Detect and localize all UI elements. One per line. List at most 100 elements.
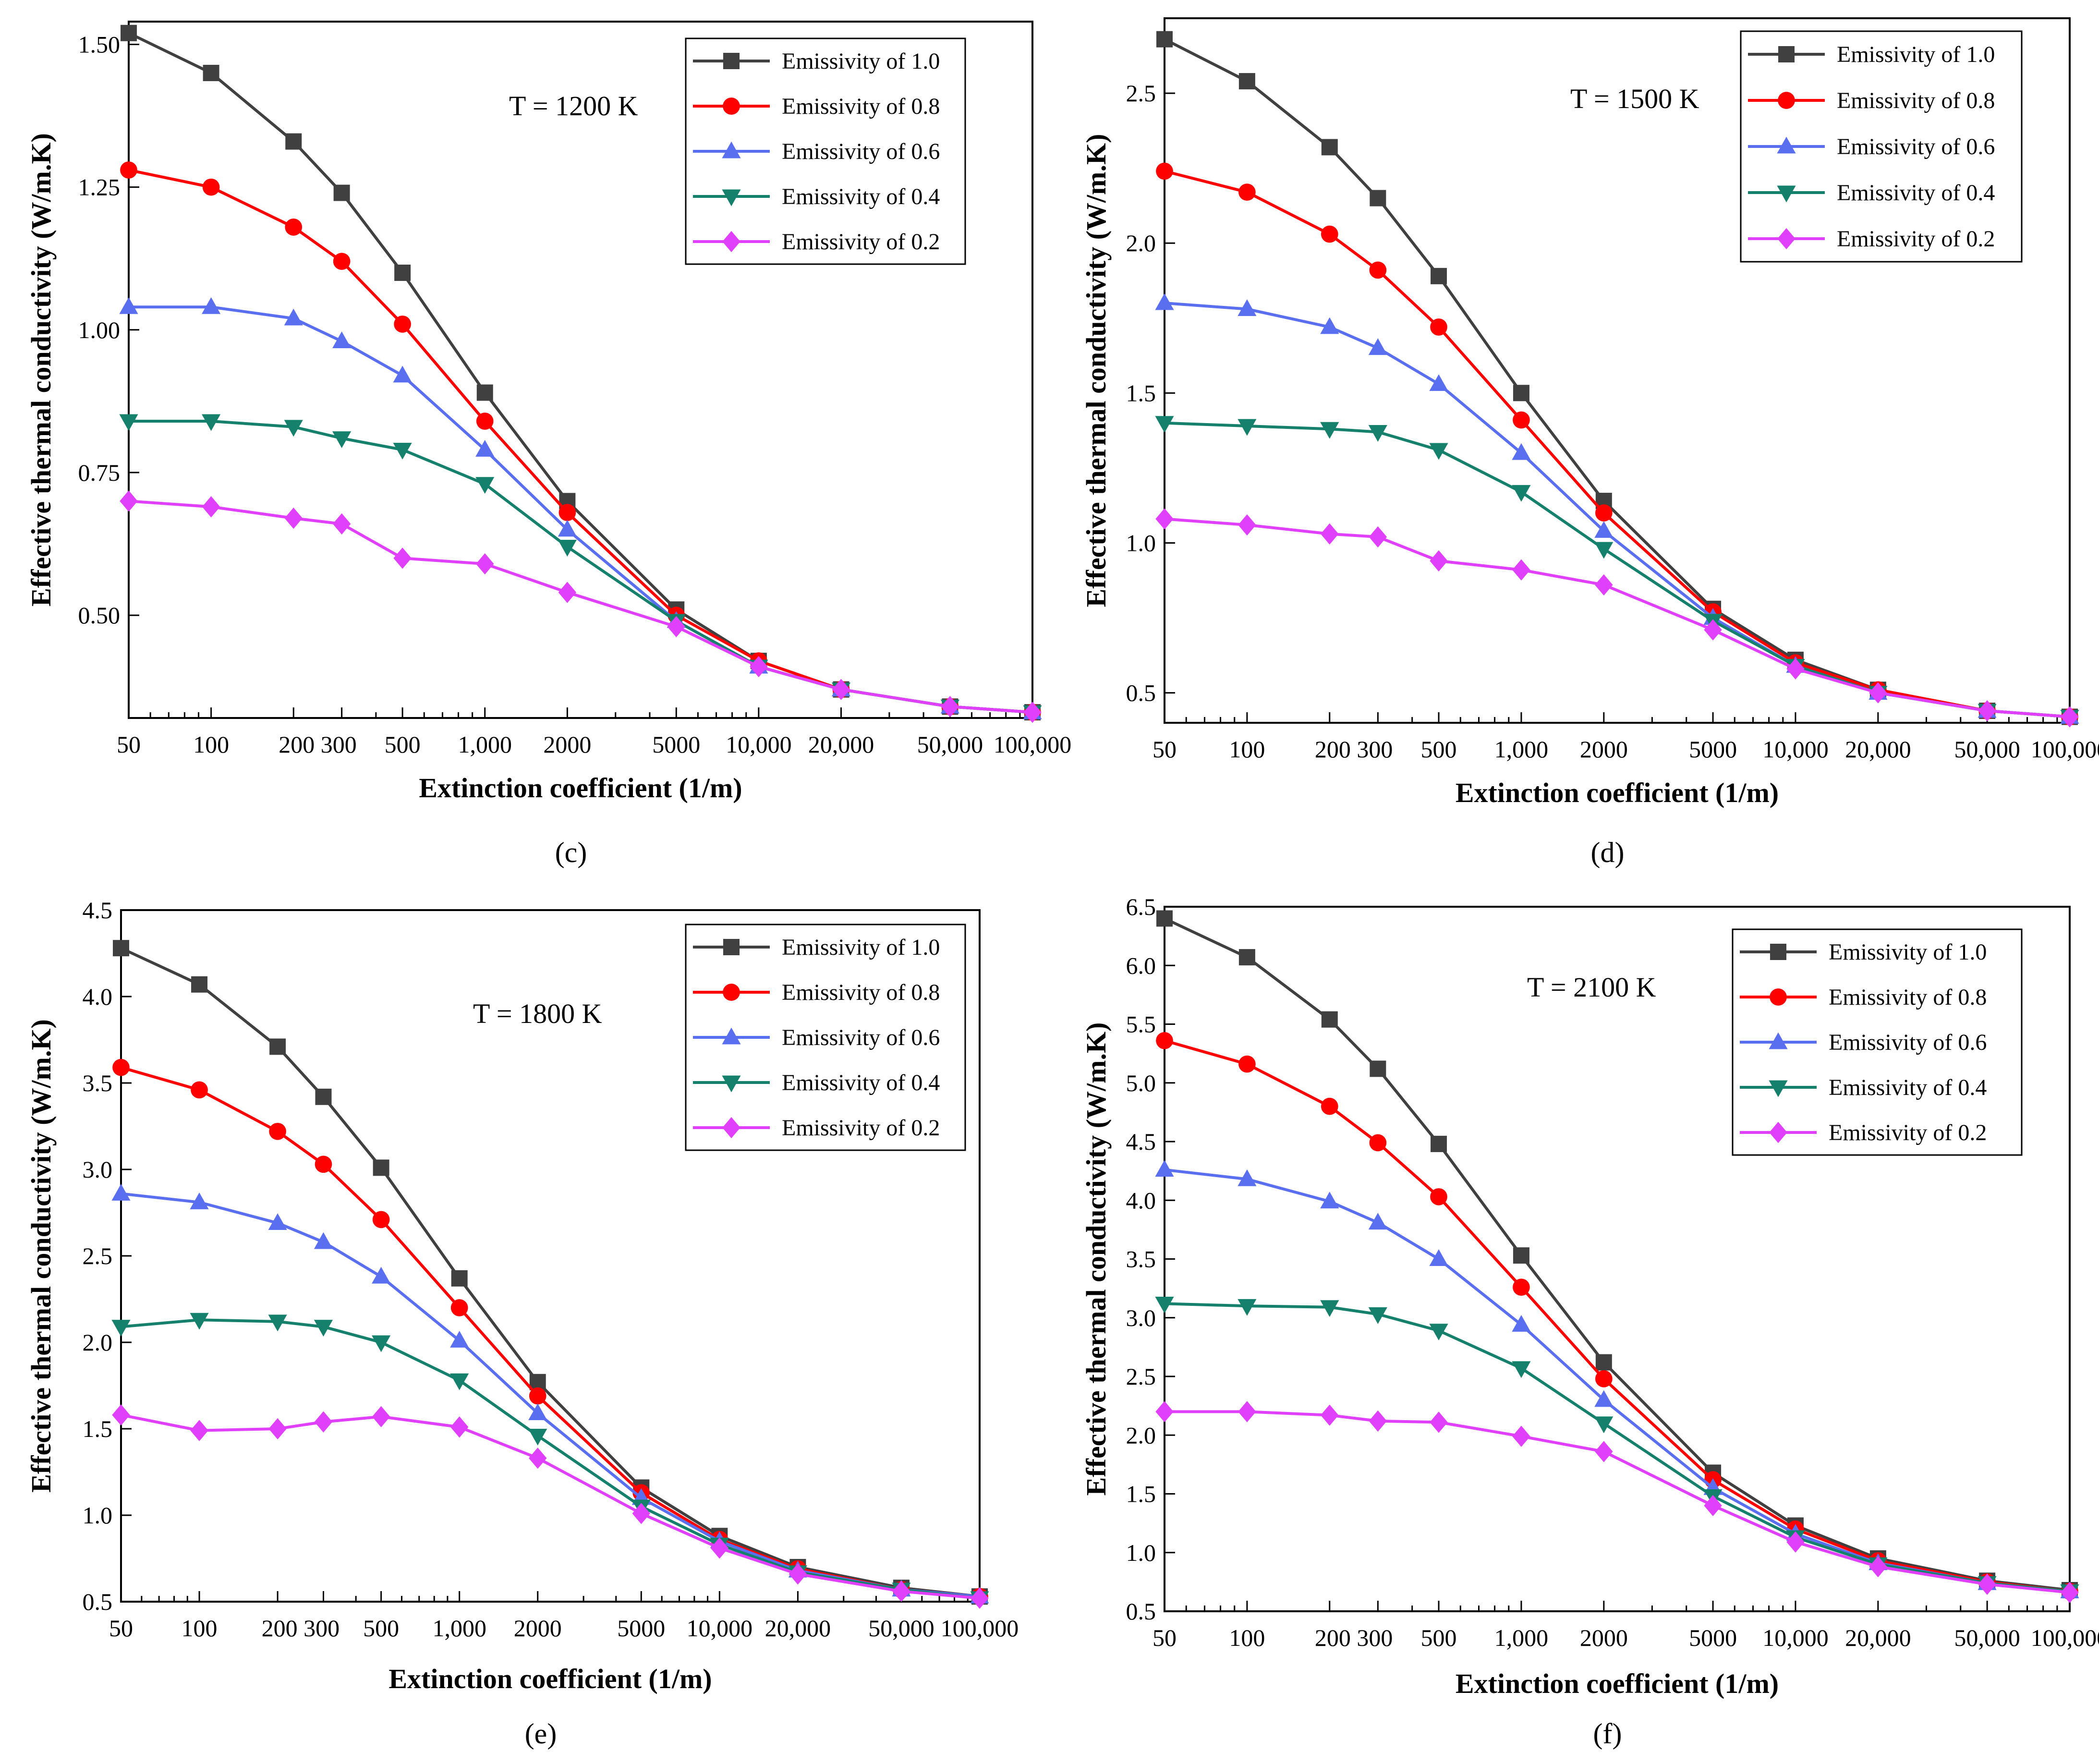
data-point: [1595, 504, 1613, 522]
data-point: [393, 442, 412, 460]
data-point: [1155, 1401, 1174, 1423]
data-point: [1369, 526, 1387, 548]
data-point: [1238, 1169, 1257, 1186]
y-tick-label: 5.5: [1126, 1011, 1156, 1038]
series-3: [119, 297, 1042, 719]
data-point: [558, 539, 577, 557]
x-tick-label: 50: [1153, 736, 1177, 763]
data-point: [1023, 702, 1042, 723]
x-tick-label: 20,000: [1845, 1624, 1911, 1651]
data-point: [1369, 1134, 1387, 1152]
series-5: [120, 490, 1042, 723]
y-tick-label: 5.0: [1126, 1070, 1156, 1096]
y-tick-label: 1.0: [1126, 1539, 1156, 1566]
series-line: [129, 419, 1033, 714]
x-tick-label: 100,000: [2031, 1624, 2099, 1651]
x-tick-label: 100,000: [994, 731, 1072, 758]
x-tick-label: 100: [193, 731, 229, 758]
y-tick-label: 0.5: [83, 1588, 113, 1615]
legend-marker: [1778, 92, 1795, 109]
data-point: [202, 496, 220, 518]
y-tick-label: 1.50: [78, 31, 121, 58]
y-tick-label: 4.0: [1126, 1187, 1156, 1214]
data-point: [191, 976, 208, 993]
legend-marker: [1777, 185, 1796, 203]
data-point: [120, 490, 138, 512]
x-tick-label: 10,000: [687, 1615, 753, 1642]
data-point: [1155, 416, 1174, 433]
y-tick-label: 2.0: [1126, 230, 1156, 256]
data-point: [1320, 1300, 1339, 1317]
legend-marker: [1778, 46, 1795, 62]
data-point: [333, 184, 350, 201]
y-tick-label: 2.5: [1126, 80, 1156, 107]
data-point: [451, 1270, 468, 1287]
y-tick-label: 3.5: [83, 1070, 113, 1096]
y-tick-label: 1.00: [78, 316, 121, 343]
data-point: [111, 1184, 131, 1201]
legend-entry: Emissivity of 0.4: [782, 184, 940, 209]
data-point: [1512, 559, 1530, 581]
data-point: [1595, 1370, 1613, 1387]
legend-marker: [1769, 1080, 1788, 1097]
x-tick-label: 5000: [1689, 736, 1737, 763]
legend: Emissivity of 1.0 Emissivity of 0.8 Emissi…: [1740, 30, 2023, 263]
data-point: [203, 64, 219, 81]
series-line: [121, 1318, 980, 1600]
legend-marker: [722, 1117, 740, 1139]
x-tick-label: 5000: [652, 731, 700, 758]
data-point: [1430, 1188, 1447, 1205]
y-tick-label: 1.0: [1126, 529, 1156, 556]
data-point: [2061, 706, 2079, 728]
data-point: [111, 1320, 131, 1337]
data-point: [2061, 1582, 2079, 1603]
data-point: [450, 1373, 469, 1390]
data-point: [284, 507, 303, 529]
data-point: [1594, 1390, 1614, 1407]
y-tick-label: 2.0: [1126, 1422, 1156, 1448]
x-tick-label: 50: [117, 731, 141, 758]
legend-marker: [1769, 1032, 1788, 1049]
series-line: [1164, 917, 2070, 1592]
data-point: [667, 616, 685, 637]
data-point: [941, 696, 959, 718]
data-point: [1978, 700, 1996, 722]
temperature-annotation: T = 2100 K: [1527, 972, 1656, 1003]
legend-entry: Emissivity of 0.2: [782, 229, 940, 255]
data-point: [529, 1387, 546, 1405]
data-point: [1238, 299, 1257, 316]
data-point: [1321, 1404, 1339, 1426]
panel-label: (f): [1593, 1718, 1622, 1750]
y-tick-label: 6.5: [1126, 893, 1156, 920]
x-tick-label: 100,000: [2031, 736, 2099, 763]
legend-marker: [1770, 944, 1786, 960]
data-point: [113, 940, 129, 957]
panel-label: (d): [1591, 837, 1625, 868]
data-point: [1238, 419, 1257, 436]
data-point: [528, 1428, 547, 1446]
data-point: [1704, 619, 1722, 641]
legend-entry: Emissivity of 0.4: [1829, 1075, 1987, 1100]
y-axis-title: Effective thermal conductivity (W/m.K): [25, 133, 57, 607]
data-point: [1321, 1097, 1338, 1115]
data-point: [1369, 1410, 1387, 1432]
data-point: [190, 1313, 209, 1330]
data-point: [789, 1563, 807, 1585]
data-point: [1320, 1192, 1339, 1209]
legend-entry: Emissivity of 1.0: [1829, 939, 1987, 965]
y-tick-label: 3.5: [1126, 1246, 1156, 1273]
legend-entry: Emissivity of 0.6: [782, 139, 940, 164]
data-point: [284, 308, 303, 326]
data-point: [558, 520, 577, 537]
series-5: [1155, 1401, 2079, 1603]
data-point: [832, 679, 850, 700]
legend-entry: Emissivity of 1.0: [782, 935, 940, 960]
series-line: [1164, 1302, 2070, 1593]
x-tick-label: 10,000: [726, 731, 792, 758]
data-point: [1238, 949, 1255, 966]
data-point: [314, 1411, 333, 1433]
data-point: [1513, 385, 1529, 401]
data-point: [475, 439, 495, 457]
data-point: [1595, 1354, 1612, 1371]
